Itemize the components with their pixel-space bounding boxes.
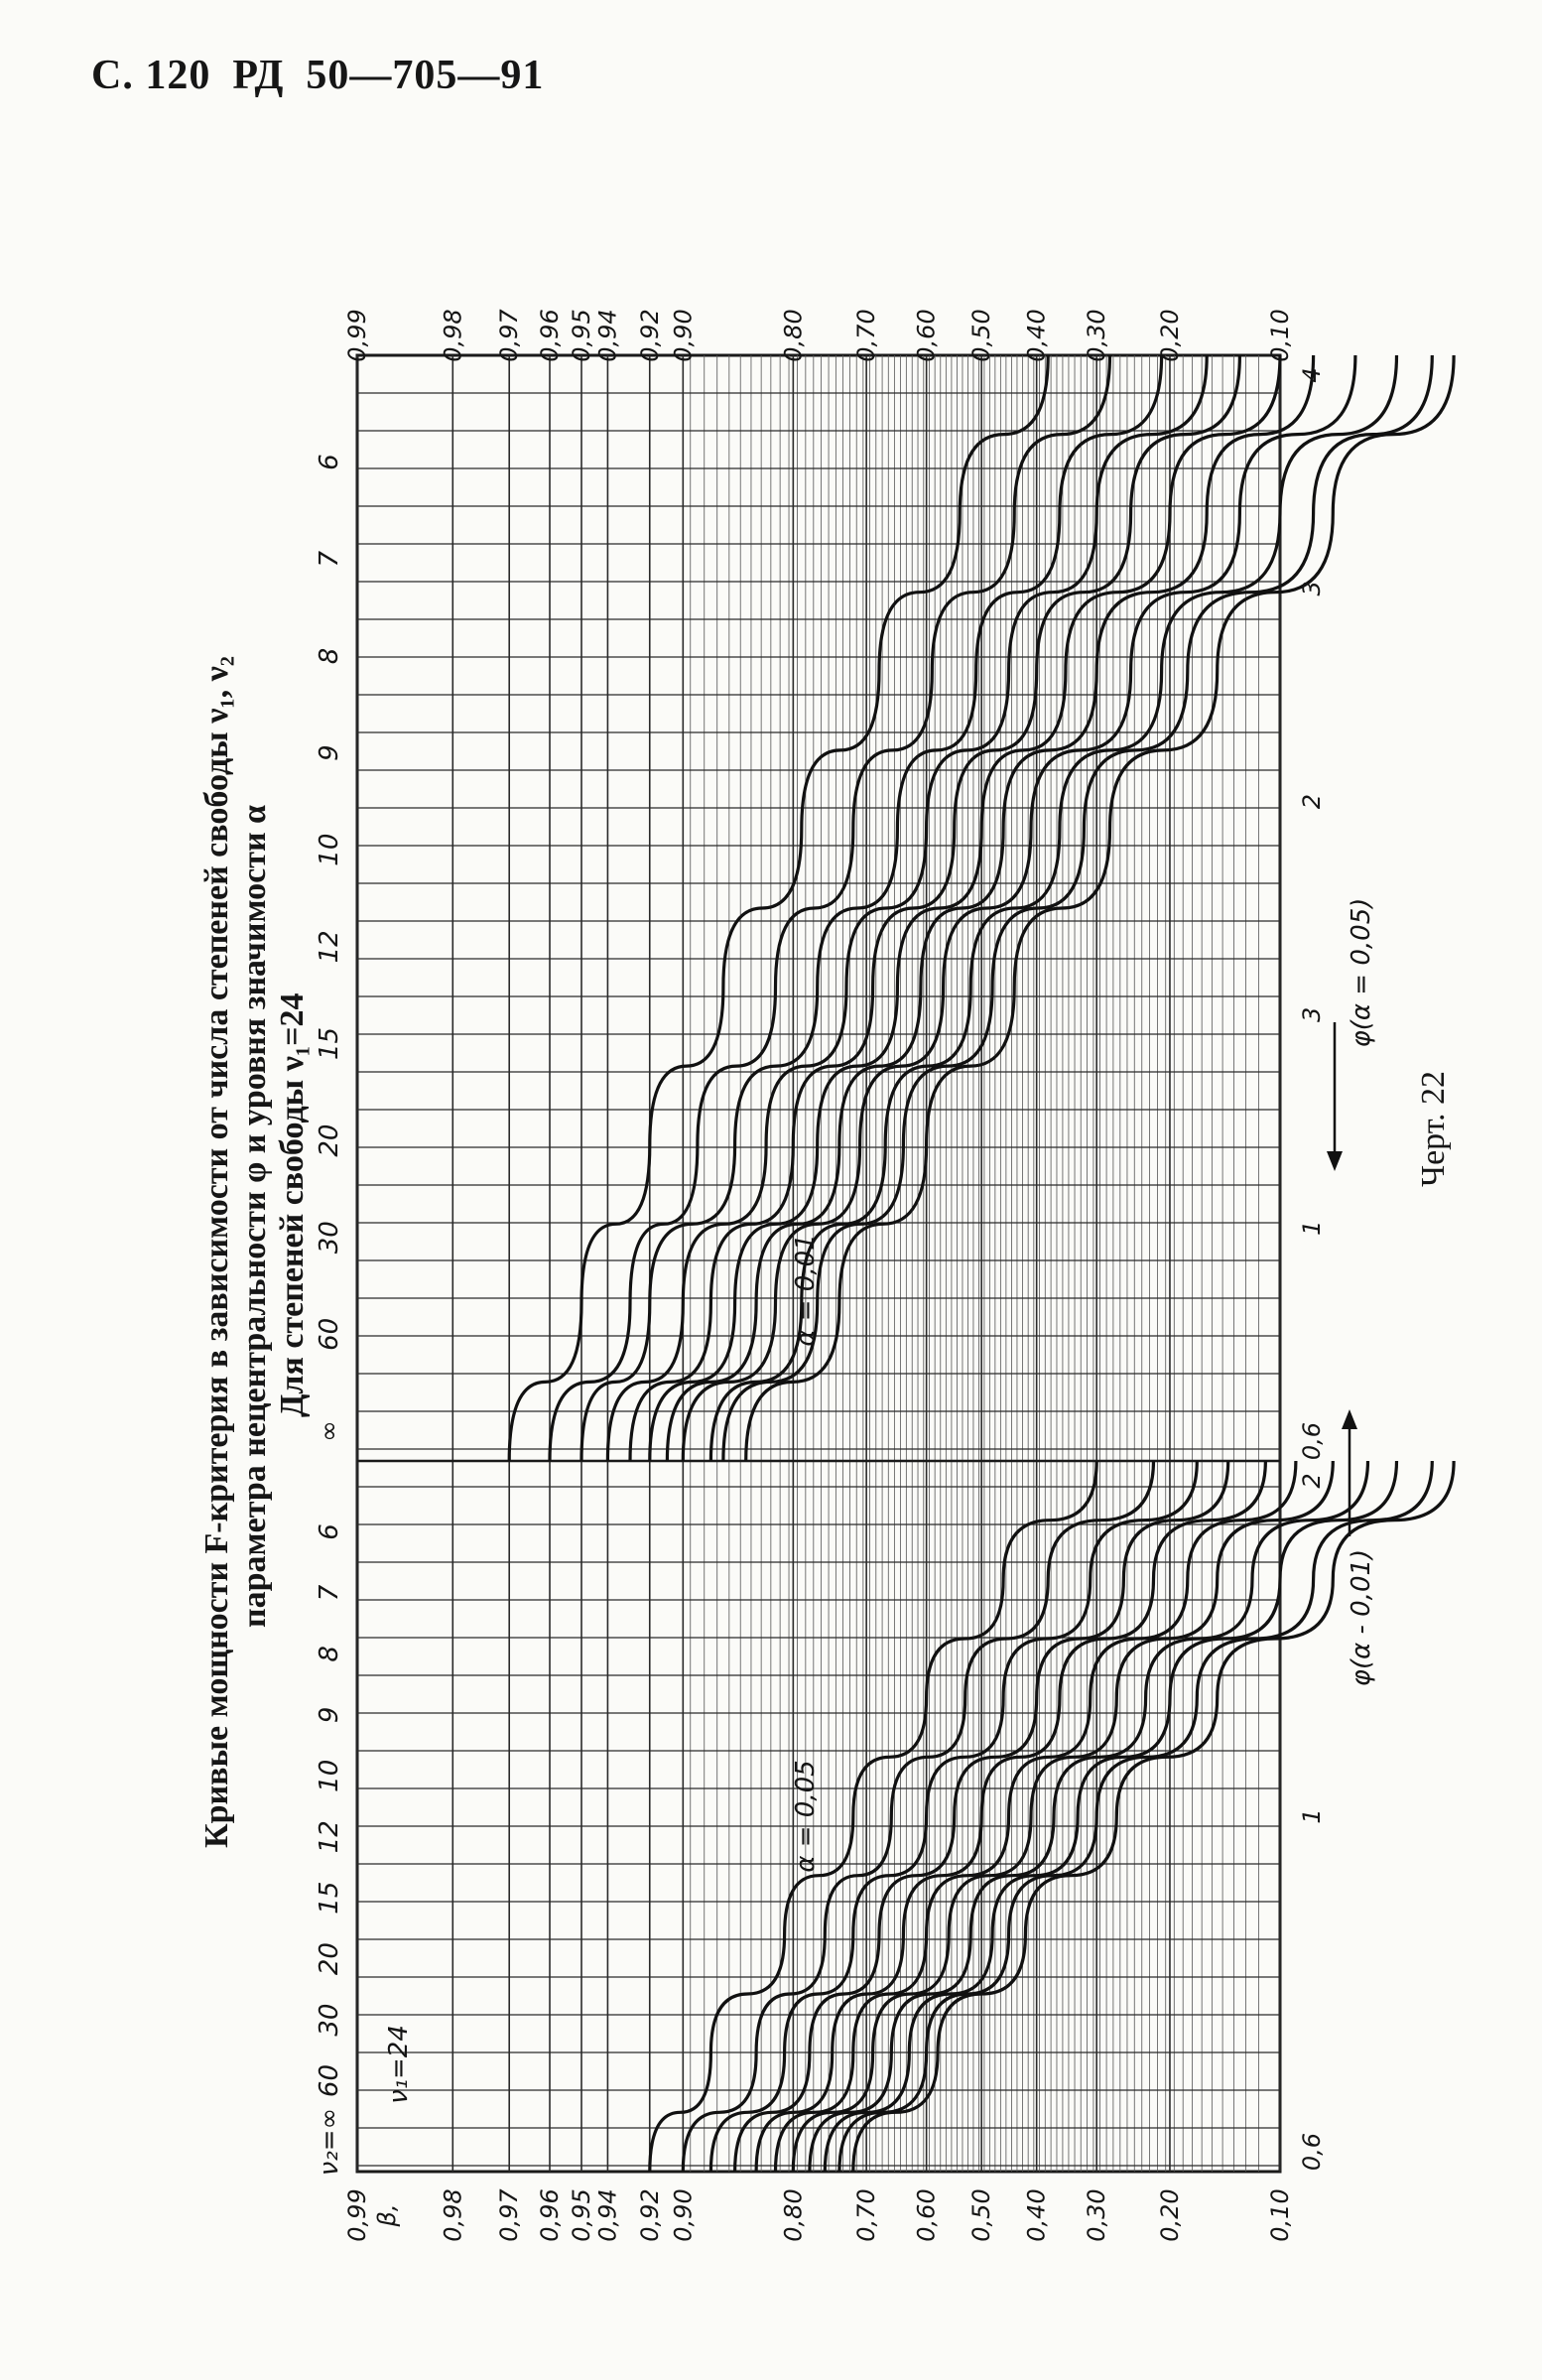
beta-tick-label-bottom: 0,95 <box>568 2188 595 2241</box>
beta-tick-label-bottom: 0,20 <box>1156 2188 1184 2241</box>
beta-tick-label-top: 0,98 <box>439 309 466 361</box>
v2-label: 7 <box>315 551 344 568</box>
v2-label: 10 <box>315 1760 344 1792</box>
beta-tick-label-bottom: 0,40 <box>1023 2188 1051 2241</box>
v2-label: 9 <box>315 744 344 761</box>
power-curve-a001-v2-8 <box>579 354 1164 1462</box>
power-curve-a005-v2-8 <box>708 1460 1199 2173</box>
v2-label: 7 <box>315 1584 344 1601</box>
beta-tick-label-top: 0,20 <box>1156 309 1184 361</box>
power-curve-a005-v2-30 <box>823 1460 1399 2173</box>
power-curve-a001-v2-30 <box>708 354 1399 1462</box>
v1-label: ν₁=24 <box>384 2025 414 2104</box>
power-curve-a001-v2-6 <box>507 354 1050 1462</box>
beta-tick-label-top: 0,95 <box>568 309 595 361</box>
phi-tick-label: 0,6 <box>1298 1422 1326 1460</box>
phi-axis-label: φ(α - 0,01) <box>1347 1549 1376 1686</box>
beta-tick-label-bottom: 0,94 <box>593 2188 621 2241</box>
phi-tick-label: 1 <box>1298 1808 1326 1823</box>
v2-label: ν₂=∞ <box>315 2108 344 2176</box>
beta-tick-label-bottom: 0,90 <box>669 2188 697 2241</box>
power-curve-a001-v2-12 <box>648 354 1282 1462</box>
power-curve-a005-v2-20 <box>808 1460 1370 2173</box>
phi-tick-label: 2 <box>1298 1473 1326 1488</box>
power-curve-a005-v2-7 <box>681 1460 1156 2173</box>
v2-label: 60 <box>315 2064 344 2097</box>
v2-label: 10 <box>315 834 344 866</box>
v2-label: 15 <box>315 1882 344 1915</box>
v2-label: 12 <box>315 1820 344 1853</box>
power-curve-a001-v2-10 <box>628 354 1241 1462</box>
v2-label: 8 <box>315 648 344 665</box>
beta-tick-label-top: 0,90 <box>669 309 697 361</box>
beta-tick-label-bottom: 0,98 <box>439 2188 466 2241</box>
power-curve-a001-v2-15 <box>665 354 1316 1462</box>
phi-tick-label: 3 <box>1298 581 1326 595</box>
power-curve-a001-v2-7 <box>548 354 1112 1462</box>
beta-tick-label-bottom: 0,97 <box>495 2188 523 2242</box>
v2-label: 20 <box>315 1124 344 1157</box>
beta-tick-label-top: 0,92 <box>636 309 664 361</box>
v2-label: 6 <box>315 454 344 470</box>
page-number: С. 120 <box>91 53 211 98</box>
beta-tick-label-top: 0,40 <box>1023 309 1051 361</box>
arrow-head <box>1327 1151 1343 1171</box>
phi-axis-label: φ(α = 0,05) <box>1347 898 1376 1048</box>
beta-tick-label-bottom: 0,99 <box>343 2188 371 2241</box>
power-curve-a005-v2-60 <box>837 1460 1434 2173</box>
v2-label: 60 <box>315 1318 344 1351</box>
page-header: С. 120 РД 50—705—91 <box>91 52 566 99</box>
beta-tick-label-bottom: 0,92 <box>636 2188 664 2241</box>
power-curve-a001-v2-9 <box>605 354 1209 1462</box>
v2-label: 20 <box>315 1942 344 1975</box>
beta-tick-label-bottom: 0,30 <box>1083 2188 1110 2241</box>
beta-tick-label-top: 0,30 <box>1083 309 1110 361</box>
phi-tick-label: 3 <box>1298 1007 1326 1022</box>
beta-tick-label-top: 0,99 <box>343 309 371 361</box>
beta-tick-label-top: 0,96 <box>536 309 564 361</box>
power-curve-a005-v2-10 <box>754 1460 1267 2173</box>
v2-label: 9 <box>315 1707 344 1724</box>
beta-tick-label-bottom: 0,70 <box>852 2188 880 2241</box>
v2-label: 30 <box>315 1221 344 1254</box>
beta-tick-label-top: 0,94 <box>593 309 621 361</box>
beta-tick-label-top: 0,80 <box>779 309 807 361</box>
beta-tick-label-top: 0,70 <box>852 309 880 361</box>
phi-tick-label: 2 <box>1298 794 1326 809</box>
v2-label: 12 <box>315 930 344 963</box>
power-curve-a005-v2-∞ <box>851 1460 1456 2173</box>
alpha-label: α = 0,05 <box>791 1760 821 1872</box>
v2-label: 30 <box>315 2004 344 2037</box>
beta-tick-label-bottom: 0,60 <box>913 2188 941 2241</box>
beta-tick-label-top: 0,97 <box>495 309 523 362</box>
beta-tick-label-bottom: 0,50 <box>967 2188 995 2241</box>
v2-label: 6 <box>315 1523 344 1540</box>
power-curve-a005-v2-15 <box>791 1460 1335 2173</box>
power-curve-a001-v2-60 <box>721 354 1434 1462</box>
v2-label: 15 <box>315 1027 344 1060</box>
v2-label: ∞ <box>315 1420 344 1442</box>
beta-tick-label-top: 0,50 <box>967 309 995 361</box>
beta-tick-label-bottom: 0,80 <box>779 2188 807 2241</box>
arrow-head <box>1342 1409 1357 1429</box>
power-curve-a001-v2-20 <box>681 354 1357 1462</box>
doc-code: РД <box>232 53 285 98</box>
beta-tick-label-top: 0,60 <box>913 309 941 361</box>
power-curve-a005-v2-9 <box>733 1460 1230 2173</box>
phi-tick-label: 4 <box>1298 367 1326 382</box>
doc-number: 50—705—91 <box>306 53 545 98</box>
beta-axis-symbol: β, <box>373 2204 401 2228</box>
beta-tick-label-bottom: 0,10 <box>1266 2188 1294 2241</box>
power-curve-a001-v2-∞ <box>744 354 1456 1462</box>
phi-tick-label: 1 <box>1298 1221 1326 1236</box>
power-curve-a005-v2-12 <box>773 1460 1298 2173</box>
v2-label: 8 <box>315 1646 344 1662</box>
beta-tick-label-top: 0,10 <box>1266 309 1294 361</box>
phi-tick-label: 0,6 <box>1298 2133 1326 2171</box>
beta-tick-label-bottom: 0,96 <box>536 2188 564 2241</box>
power-curve-a005-v2-6 <box>648 1460 1098 2173</box>
alpha-label: α = 0,01 <box>791 1234 821 1346</box>
